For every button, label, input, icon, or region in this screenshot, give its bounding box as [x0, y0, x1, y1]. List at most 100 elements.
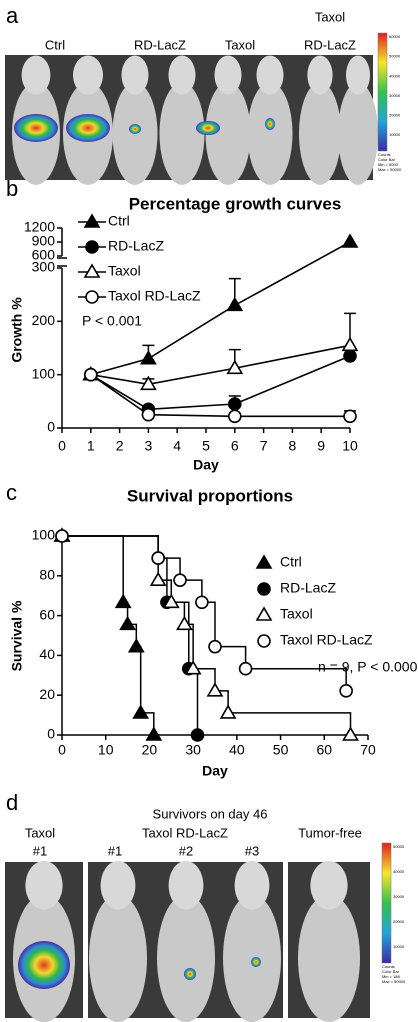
mouse-head: [100, 860, 136, 910]
marker: [140, 350, 157, 365]
colorbar-tick: 40000: [389, 73, 401, 78]
marker: [83, 263, 101, 278]
colorbar-note: Color Bar: [378, 157, 396, 162]
legend-label: Taxol: [280, 606, 313, 622]
mouse-head: [256, 55, 284, 95]
legend-label: Taxol RD-LacZ: [280, 632, 373, 648]
x-axis-label: Day: [193, 457, 219, 473]
y-tick-label: 60: [39, 606, 55, 622]
legend-label: Ctrl: [280, 554, 302, 570]
mouse-head: [25, 860, 63, 910]
marker: [255, 606, 273, 621]
x-tick-label: 20: [142, 742, 158, 758]
colorbar-tick: 20000: [389, 112, 401, 117]
x-tick-label: 5: [202, 438, 210, 454]
legend-label: RD-LacZ: [108, 238, 164, 254]
mouse-body: [247, 82, 293, 185]
x-tick-label: 9: [317, 438, 325, 454]
y-axis-label: Growth %: [9, 297, 25, 363]
colorbar-tick: 60000: [389, 34, 401, 39]
x-tick-label: 10: [342, 438, 358, 454]
series-line: [90, 355, 351, 411]
colorbar-tick: 20000: [393, 919, 405, 924]
colorbar-note: Max = 50000: [382, 979, 406, 984]
marker: [226, 359, 244, 375]
x-tick-label: 0: [58, 742, 66, 758]
y-tick-label: 100: [32, 365, 56, 381]
colorbar-note: Min = 5000: [378, 162, 399, 167]
group-label: Taxol: [225, 37, 255, 52]
x-tick-label: 40: [229, 742, 245, 758]
mouse-body: [157, 894, 215, 1022]
marker: [132, 704, 150, 719]
mouse-head: [168, 55, 196, 95]
colorbar-tick: 10000: [389, 132, 401, 137]
marker: [208, 639, 222, 654]
x-tick-label: 0: [58, 438, 66, 454]
mouse-body: [298, 894, 360, 1022]
group-label: Tumor-free: [298, 825, 362, 840]
marker: [341, 233, 359, 248]
marker: [255, 554, 273, 569]
mouse-head: [214, 55, 242, 95]
colorbar-note: Color Bar: [382, 969, 400, 974]
x-tick-label: 60: [316, 742, 332, 758]
series-line: [90, 241, 351, 376]
group-label: Taxol: [25, 825, 55, 840]
marker: [190, 728, 205, 742]
marker: [83, 213, 101, 228]
x-tick-label: 30: [185, 742, 201, 758]
mouse-body: [338, 82, 378, 185]
marker: [84, 367, 98, 382]
group-label: Taxol: [315, 9, 345, 24]
y-tick-label: 80: [39, 567, 55, 583]
mouse-body: [223, 894, 281, 1022]
panel-letter: b: [6, 176, 18, 201]
colorbar-tick: 40000: [393, 869, 405, 874]
series-line: [90, 344, 351, 386]
survival-curve: [62, 535, 199, 735]
marker: [119, 615, 136, 631]
marker: [219, 704, 237, 719]
x-tick-label: 7: [260, 438, 268, 454]
marker: [85, 240, 99, 254]
y-tick-label: 600: [32, 247, 56, 263]
mouse-images: [5, 55, 378, 1022]
legend-label: Taxol: [108, 263, 141, 279]
mouse-head: [168, 860, 204, 910]
mouse-head: [310, 860, 348, 910]
group-label: #1: [108, 843, 122, 858]
marker: [162, 593, 180, 609]
mouse-body: [159, 82, 205, 185]
colorbar: [377, 32, 388, 152]
marker: [341, 336, 359, 352]
colorbar-note: Min = 188: [382, 974, 400, 979]
marker: [226, 296, 244, 312]
marker: [114, 593, 132, 609]
marker: [151, 551, 165, 565]
marker: [173, 573, 187, 587]
legend-label: RD-LacZ: [280, 580, 336, 596]
x-tick-label: 6: [231, 438, 239, 454]
colorbar-note: Counts: [382, 964, 395, 969]
group-label: Taxol RD-LacZ: [142, 825, 228, 840]
chart-title: Survival proportions: [127, 486, 293, 505]
marker: [176, 615, 193, 631]
y-tick-label: 100: [32, 527, 56, 543]
x-tick-label: 1: [87, 438, 95, 454]
colorbar-tick: 30000: [389, 93, 401, 98]
signal: [14, 114, 58, 142]
marker: [145, 726, 163, 741]
series-line: [90, 374, 350, 418]
panel-letter: a: [6, 3, 19, 28]
marker: [55, 529, 69, 543]
group-label: Ctrl: [45, 37, 65, 52]
x-tick-label: 70: [360, 742, 376, 758]
group-label: #2: [179, 843, 193, 858]
group-label: #3: [245, 843, 259, 858]
marker: [149, 571, 167, 586]
x-tick-label: 4: [173, 438, 181, 454]
colorbar-note: Max = 50000: [378, 167, 402, 172]
colorbar: [381, 842, 392, 964]
marker: [141, 407, 156, 422]
